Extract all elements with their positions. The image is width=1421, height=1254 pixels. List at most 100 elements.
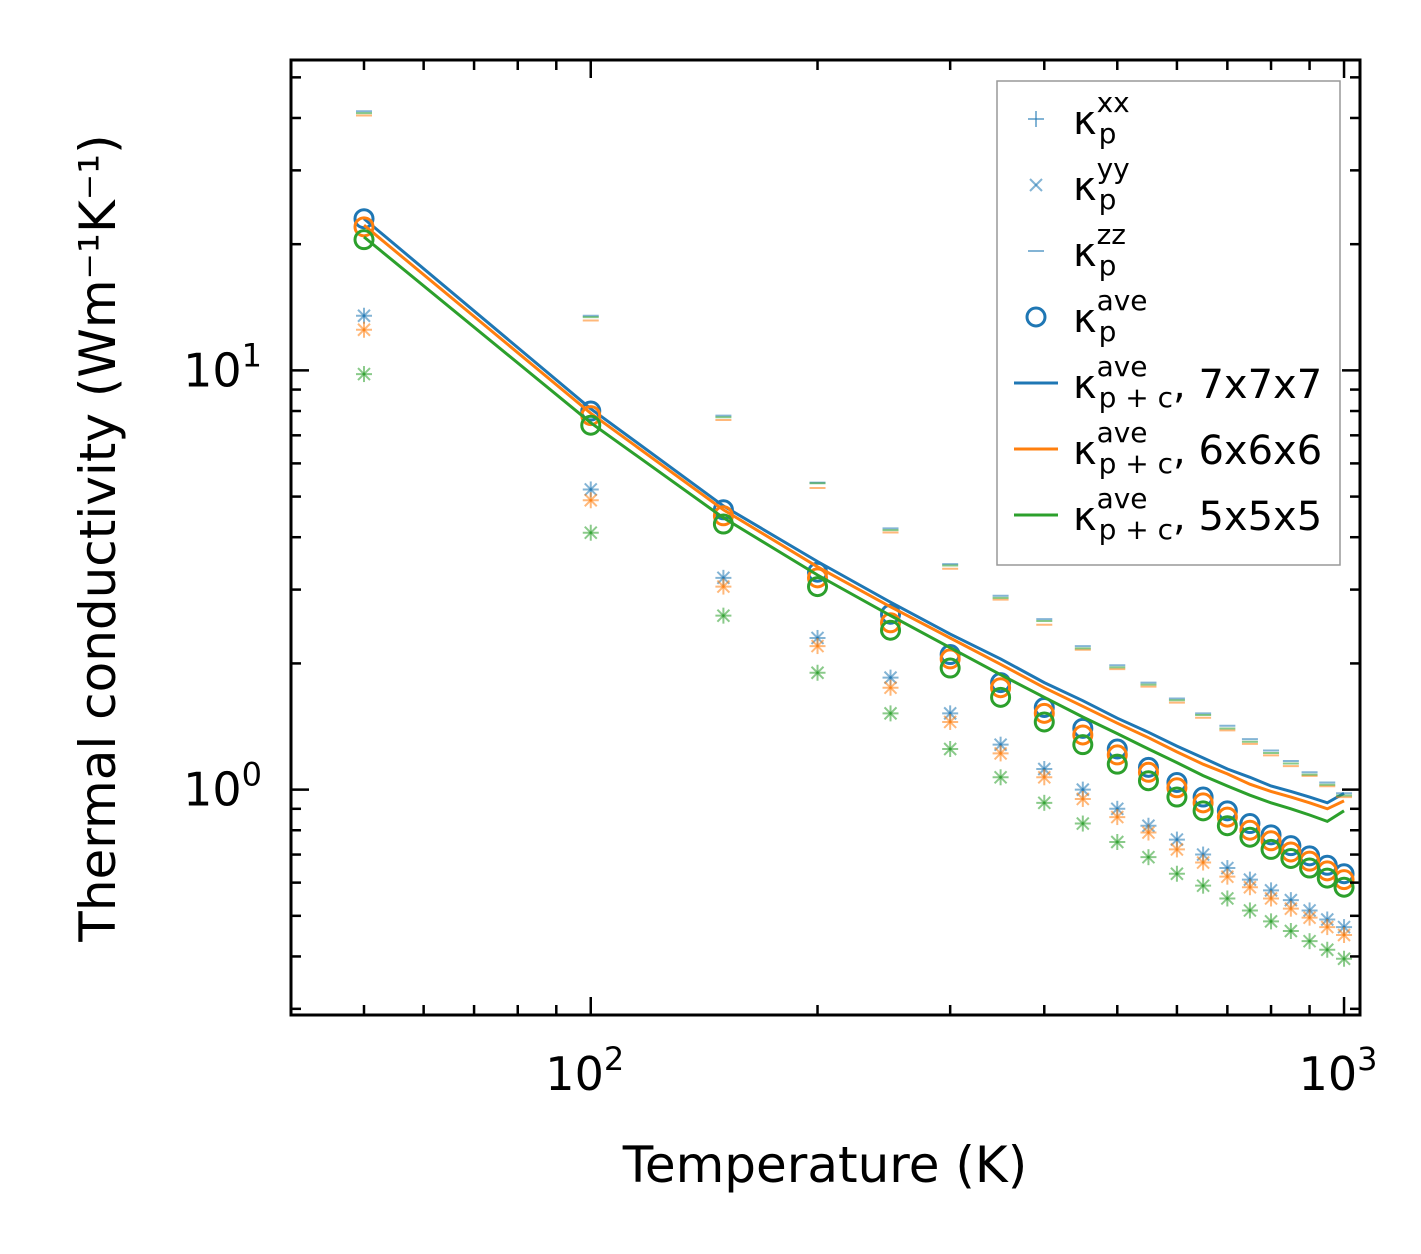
kp-ave-point bbox=[1216, 800, 1238, 822]
kp-ave-point bbox=[353, 208, 375, 230]
kp-yy-point bbox=[1141, 850, 1156, 864]
kp-ave-point bbox=[1106, 753, 1128, 775]
cross-b bbox=[1320, 943, 1334, 957]
cross-b bbox=[1037, 770, 1051, 785]
kp-yy-point bbox=[1284, 924, 1298, 938]
kp-yy-point bbox=[1037, 770, 1051, 785]
kp-ave-point bbox=[1260, 838, 1282, 860]
cross-b bbox=[357, 323, 371, 337]
legend-entry: κave p + c, 6x6x6 bbox=[1014, 416, 1322, 480]
kpc-ave-line bbox=[363, 235, 1345, 824]
cross-b bbox=[1141, 825, 1156, 840]
kp-ave-point bbox=[880, 612, 902, 634]
cross-b bbox=[584, 493, 598, 507]
kp-ave-point bbox=[1106, 744, 1128, 766]
cross-b bbox=[943, 742, 957, 756]
kp-ave-point bbox=[712, 513, 734, 535]
kp-yy-point bbox=[1170, 832, 1184, 847]
kp-yy-point bbox=[1141, 825, 1156, 840]
cross-b bbox=[1196, 855, 1210, 870]
kp-yy-point bbox=[810, 639, 825, 653]
data-layer bbox=[353, 110, 1355, 967]
legend-circle-marker bbox=[1025, 306, 1047, 328]
cross-b bbox=[1076, 792, 1090, 806]
kp-ave-point bbox=[580, 414, 602, 436]
legend-label: κave p + c, 5x5x5 bbox=[1073, 482, 1322, 546]
legend-cross-marker bbox=[1029, 178, 1043, 192]
cross-b bbox=[1110, 835, 1124, 849]
kp-yy-point bbox=[357, 323, 371, 337]
cross-b bbox=[943, 715, 957, 729]
kp-ave-point bbox=[1072, 724, 1094, 746]
series-6x6x6 bbox=[353, 114, 1355, 944]
kp-ave-point bbox=[1192, 800, 1214, 822]
cross-b bbox=[1302, 934, 1317, 948]
cross-b bbox=[1196, 878, 1210, 893]
kp-yy-point bbox=[1264, 891, 1278, 906]
kp-ave-point bbox=[1166, 777, 1188, 799]
kp-yy-point bbox=[357, 309, 371, 323]
kp-yy-point bbox=[943, 715, 957, 729]
kp-ave-point bbox=[1280, 835, 1302, 857]
kp-ave-point bbox=[1239, 813, 1261, 835]
kp-ave-point bbox=[1216, 815, 1238, 837]
legend-label: κave p + c, 7x7x7 bbox=[1073, 350, 1322, 414]
cross-b bbox=[1302, 910, 1317, 925]
cross-b bbox=[883, 681, 898, 695]
cross-b bbox=[1037, 796, 1051, 810]
kp-yy-point bbox=[1264, 914, 1278, 929]
kp-ave-point bbox=[1192, 786, 1214, 808]
kp-ave-point bbox=[939, 657, 961, 679]
kp-ave-point bbox=[353, 229, 375, 251]
kp-ave-point bbox=[1316, 867, 1338, 889]
kp-ave-point bbox=[1033, 711, 1055, 733]
legend-entry: κave p + c, 5x5x5 bbox=[1014, 482, 1322, 546]
cross-b bbox=[357, 367, 371, 381]
cross-b bbox=[584, 482, 598, 497]
kp-yy-point bbox=[1320, 943, 1334, 957]
kp-yy-point bbox=[1110, 810, 1124, 824]
kp-yy-point bbox=[1284, 901, 1298, 916]
cross-b bbox=[1220, 869, 1235, 884]
kp-yy-point bbox=[357, 367, 371, 381]
series-7x7x7 bbox=[353, 110, 1355, 936]
legend-label: κave p + c, 6x6x6 bbox=[1073, 416, 1322, 480]
cross-b bbox=[993, 770, 1008, 785]
cross-b bbox=[584, 526, 598, 540]
kp-yy-point bbox=[1076, 816, 1090, 831]
kp-yy-point bbox=[883, 670, 898, 685]
kp-yy-point bbox=[1243, 903, 1257, 918]
kp-yy-point bbox=[1337, 952, 1351, 966]
kp-ave-point bbox=[1166, 786, 1188, 808]
kp-yy-point bbox=[883, 706, 898, 721]
kp-ave-point bbox=[1299, 857, 1321, 879]
legend-frame bbox=[996, 80, 1341, 566]
legend-label: κzz p bbox=[1073, 218, 1126, 282]
kp-ave-point bbox=[1106, 738, 1128, 760]
cross-b bbox=[883, 706, 898, 721]
kp-ave-point bbox=[1072, 734, 1094, 756]
kp-yy-point bbox=[1110, 835, 1124, 849]
kp-ave-point bbox=[1239, 826, 1261, 848]
cross-b bbox=[993, 746, 1008, 761]
kp-ave-point bbox=[1137, 761, 1159, 783]
kp-yy-point bbox=[1037, 796, 1051, 810]
y-tick-label: 101 bbox=[183, 336, 262, 397]
x-tick-label: 102 bbox=[545, 1040, 624, 1101]
cross-b bbox=[810, 666, 825, 680]
cross-b bbox=[1337, 928, 1351, 942]
legend-entry: κzz p bbox=[1028, 218, 1126, 282]
cross-b bbox=[1337, 952, 1351, 966]
y-axis-label: Thermal conductivity (Wm⁻¹K⁻¹) bbox=[69, 134, 127, 942]
kp-ave-point bbox=[353, 216, 375, 238]
cross-b bbox=[357, 309, 371, 323]
cross-b bbox=[1220, 891, 1235, 906]
kp-ave-point bbox=[807, 567, 829, 589]
kp-ave-point bbox=[1333, 876, 1355, 898]
kp-ave-point bbox=[990, 686, 1012, 708]
kp-yy-point bbox=[1220, 891, 1235, 906]
kp-yy-point bbox=[584, 493, 598, 507]
kp-ave-point bbox=[1216, 806, 1238, 828]
kp-yy-point bbox=[1196, 878, 1210, 893]
legend-label: κxx p bbox=[1073, 86, 1130, 150]
